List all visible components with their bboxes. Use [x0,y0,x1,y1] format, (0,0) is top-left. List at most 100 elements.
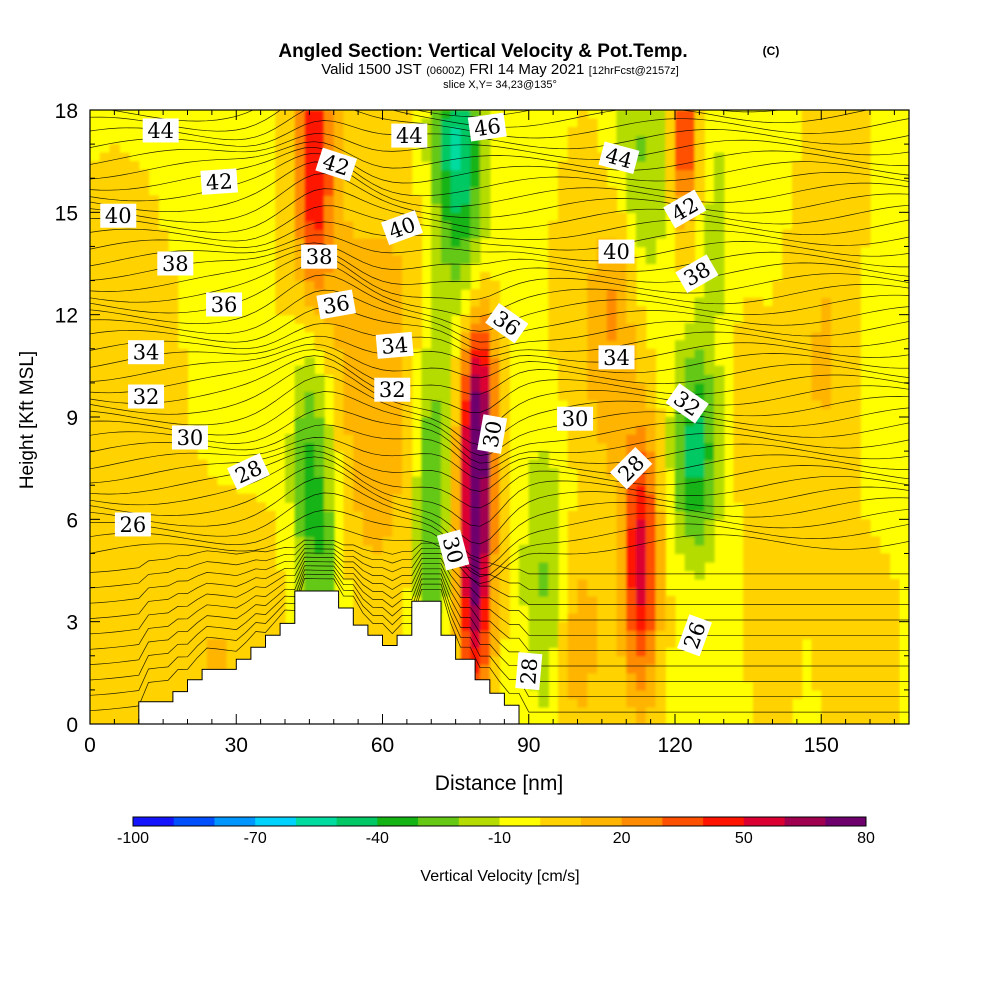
velocity-cell [548,536,559,546]
velocity-cell [782,672,793,682]
velocity-cell [187,672,198,682]
velocity-cell [616,417,627,427]
velocity-cell [811,135,822,145]
velocity-cell [480,561,491,572]
velocity-cell [528,630,540,640]
velocity-cell [119,587,130,597]
velocity-cell [684,544,696,555]
velocity-cell [840,220,852,230]
velocity-cell [129,587,140,597]
velocity-cell [645,672,657,682]
velocity-cell [626,374,637,384]
velocity-cell [762,672,774,682]
velocity-cell [626,425,637,435]
velocity-cell [382,417,393,427]
velocity-cell [889,655,900,665]
velocity-cell [441,220,452,230]
velocity-cell [714,203,725,213]
velocity-cell [460,195,471,205]
velocity-cell [577,442,588,452]
velocity-cell [363,587,374,597]
velocity-cell [187,604,198,614]
velocity-cell [138,570,150,580]
velocity-cell [743,561,754,572]
velocity-cell [392,365,403,375]
velocity-cell [382,570,393,580]
velocity-cell [801,544,813,555]
velocity-cell [333,254,345,265]
velocity-cell [831,647,842,657]
velocity-cell [636,408,647,418]
velocity-cell [314,561,325,572]
velocity-cell [129,272,140,282]
velocity-cell [333,417,345,427]
velocity-cell [879,613,891,623]
velocity-cell [860,527,871,537]
velocity-cell [753,596,764,606]
theta-contour [90,322,909,357]
velocity-cell [138,459,150,469]
velocity-cell [431,110,442,120]
velocity-cell [587,254,598,265]
velocity-cell [226,561,237,572]
velocity-cell [109,331,120,341]
velocity-cell [889,647,900,657]
velocity-cell [811,442,822,452]
velocity-cell [148,510,159,520]
velocity-cell [441,297,452,307]
velocity-cell [626,442,637,452]
velocity-cell [168,272,179,282]
velocity-cell [431,417,442,427]
velocity-cell [743,536,754,546]
velocity-cell [372,323,384,333]
velocity-cell [782,365,793,375]
velocity-cell [548,621,559,631]
velocity-cell [431,229,442,239]
velocity-cell [450,519,462,529]
velocity-cell [616,561,627,572]
velocity-cell [821,246,832,256]
velocity-cell [850,254,861,265]
velocity-cell [148,672,159,682]
velocity-cell [567,186,579,196]
velocity-cell [714,178,725,188]
velocity-cell [645,587,657,597]
velocity-cell [372,135,384,145]
velocity-cell [792,314,803,324]
velocity-cell [567,169,579,179]
velocity-cell [421,434,432,444]
velocity-cell [480,502,491,512]
velocity-cell [772,314,783,324]
velocity-cell [870,561,881,572]
velocity-cell [558,715,569,724]
velocity-cell [538,613,549,623]
velocity-cell [129,536,140,546]
velocity-cell [411,536,423,546]
velocity-cell [567,340,579,350]
velocity-cell [567,306,579,316]
velocity-cell [655,527,666,537]
velocity-cell [197,630,208,640]
velocity-cell [119,280,130,290]
velocity-cell [363,203,374,213]
velocity-cell [753,493,764,503]
velocity-cell [168,647,179,657]
velocity-cell [606,579,618,589]
velocity-cell [567,374,579,384]
velocity-cell [850,459,861,469]
velocity-cell [168,502,179,512]
velocity-cell [294,434,306,444]
velocity-cell [119,323,130,333]
velocity-cell [860,536,871,546]
velocity-cell [597,527,608,537]
velocity-cell [158,297,169,307]
velocity-cell [616,655,627,665]
velocity-cell [363,135,374,145]
velocity-cell [363,399,374,410]
velocity-cell [792,442,803,452]
velocity-cell [626,144,637,154]
y-axis-label: Height [Kft MSL] [17,351,38,489]
velocity-cell [850,570,861,580]
velocity-cell [363,357,374,367]
velocity-cell [684,331,696,341]
